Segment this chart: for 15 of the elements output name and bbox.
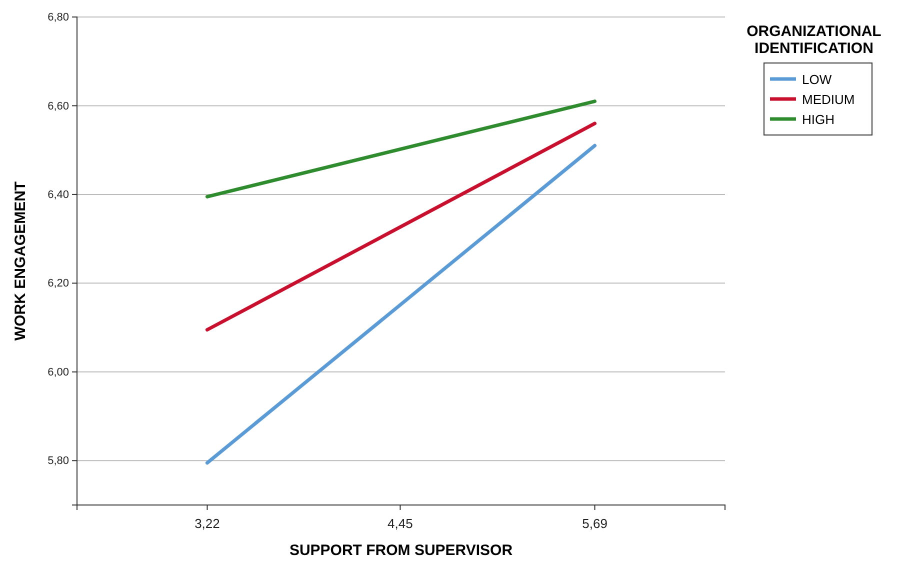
y-tick-label: 6,20: [48, 278, 69, 290]
y-tick-label: 6,60: [48, 100, 69, 112]
y-tick-label: 6,40: [48, 188, 69, 201]
x-tick-label: 3,22: [194, 516, 220, 532]
legend-label: LOW: [802, 72, 832, 87]
x-tick-label: 5,69: [582, 516, 608, 532]
y-tick-label: 6,00: [48, 366, 69, 378]
legend-title: ORGANIZATIONAL IDENTIFICATION: [746, 23, 882, 57]
legend-label: HIGH: [802, 112, 834, 127]
y-axis-title: WORK ENGAGEMENT: [12, 181, 29, 341]
x-axis-title: SUPPORT FROM SUPERVISOR: [289, 542, 513, 559]
y-tick-label: 6,80: [48, 12, 69, 24]
y-tick-label: 5,80: [48, 455, 69, 468]
x-tick-label: 4,45: [388, 516, 413, 532]
legend-label: MEDIUM: [802, 92, 855, 107]
